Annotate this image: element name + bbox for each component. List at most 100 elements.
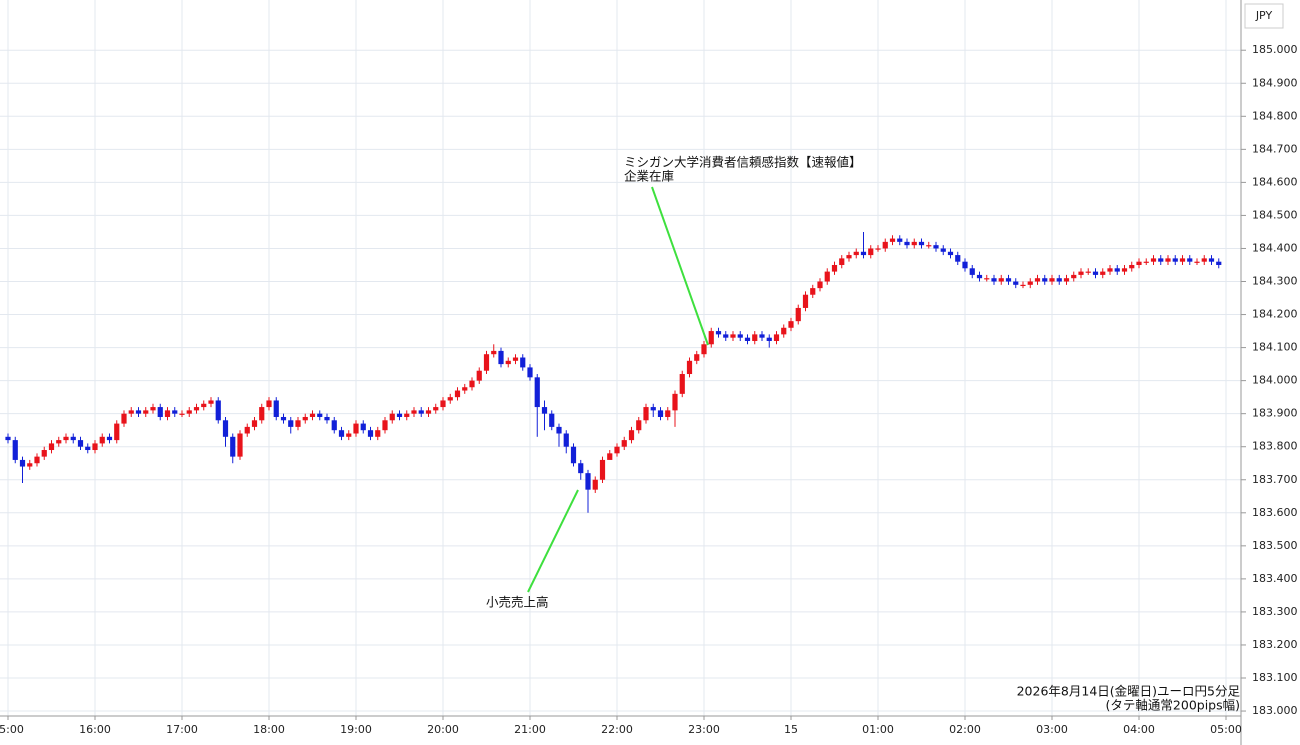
candle-body bbox=[34, 456, 40, 464]
candle-body bbox=[730, 334, 736, 338]
y-tick-label: 183.300 bbox=[1252, 605, 1298, 618]
candle-body bbox=[1100, 271, 1106, 275]
candle-body bbox=[984, 278, 990, 280]
y-tick-label: 183.400 bbox=[1252, 572, 1298, 585]
y-tick-label: 183.600 bbox=[1252, 506, 1298, 519]
candle-body bbox=[1165, 258, 1171, 262]
candle-body bbox=[208, 400, 214, 404]
candle-body bbox=[375, 430, 381, 437]
candle-body bbox=[85, 446, 91, 451]
candle-body bbox=[715, 331, 722, 335]
candle-body bbox=[266, 400, 272, 408]
candle-body bbox=[512, 357, 519, 361]
x-tick-label: 21:00 bbox=[514, 723, 546, 736]
candle-body bbox=[179, 413, 185, 415]
candle-body bbox=[280, 416, 287, 421]
candle-body bbox=[48, 443, 55, 451]
candle-body bbox=[585, 473, 591, 490]
candle-body bbox=[708, 331, 714, 345]
candle-body bbox=[795, 307, 801, 322]
candle-body bbox=[665, 410, 671, 417]
candle-body bbox=[607, 453, 613, 460]
candle-body bbox=[955, 255, 961, 262]
candle-body bbox=[534, 377, 540, 408]
candle-body bbox=[1179, 258, 1186, 262]
candle-body bbox=[911, 241, 917, 246]
candle-body bbox=[1063, 278, 1070, 282]
footnote: 2026年8月14日(金曜日)ユーロ円5分足 bbox=[1017, 684, 1241, 699]
candle-body bbox=[1121, 268, 1128, 272]
candle-body bbox=[868, 248, 874, 256]
candle-body bbox=[563, 433, 569, 447]
candle-body bbox=[288, 420, 294, 427]
candle-body bbox=[12, 440, 18, 460]
candle-body bbox=[19, 459, 26, 467]
candle-body bbox=[273, 400, 279, 417]
candle-body bbox=[694, 354, 700, 361]
y-tick-label: 184.300 bbox=[1252, 275, 1298, 288]
y-tick-label: 183.000 bbox=[1252, 704, 1298, 717]
annotation: 企業在庫 bbox=[624, 169, 674, 184]
candle-body bbox=[1092, 271, 1099, 275]
candle-body bbox=[976, 274, 983, 279]
x-tick-label: 01:00 bbox=[862, 723, 894, 736]
x-tick-label: 16:00 bbox=[79, 723, 111, 736]
candle-body bbox=[947, 251, 954, 256]
candle-body bbox=[737, 334, 743, 338]
candle-body bbox=[56, 440, 62, 444]
y-axis-panel bbox=[1241, 0, 1300, 745]
x-tick-label: 19:00 bbox=[340, 723, 372, 736]
candle-body bbox=[592, 479, 598, 490]
y-tick-label: 183.500 bbox=[1252, 539, 1298, 552]
candle-body bbox=[752, 334, 758, 341]
candle-body bbox=[135, 410, 142, 414]
candle-body bbox=[1136, 261, 1142, 265]
candle-body bbox=[1187, 258, 1193, 262]
candle-body bbox=[259, 407, 265, 421]
candle-body bbox=[346, 433, 352, 437]
candle-body bbox=[92, 443, 98, 451]
candle-body bbox=[933, 245, 939, 249]
y-tick-label: 184.000 bbox=[1252, 374, 1298, 387]
candle-body bbox=[701, 344, 707, 355]
x-tick-label: 20:00 bbox=[427, 723, 459, 736]
candle-body bbox=[824, 271, 830, 282]
candle-body bbox=[469, 380, 475, 388]
candle-body bbox=[831, 264, 838, 272]
x-tick-label: 17:00 bbox=[166, 723, 198, 736]
candle-body bbox=[875, 248, 881, 250]
candles bbox=[5, 231, 1222, 513]
candle-body bbox=[549, 413, 555, 427]
annotation: 小売売上高 bbox=[486, 595, 549, 610]
candle-body bbox=[570, 446, 577, 464]
candle-body bbox=[810, 288, 816, 295]
candle-body bbox=[1158, 258, 1164, 262]
y-tick-label: 184.200 bbox=[1252, 308, 1298, 321]
y-tick-label: 184.700 bbox=[1252, 142, 1298, 155]
candle-body bbox=[1013, 281, 1019, 285]
candle-body bbox=[889, 238, 896, 242]
candle-body bbox=[1114, 268, 1120, 272]
y-tick-label: 184.400 bbox=[1252, 241, 1298, 254]
candle-body bbox=[454, 390, 461, 398]
y-tick-label: 184.800 bbox=[1252, 109, 1298, 122]
candle-body bbox=[1027, 281, 1033, 285]
candle-body bbox=[302, 416, 308, 421]
candle-body bbox=[599, 459, 606, 480]
candle-body bbox=[962, 261, 968, 269]
candle-body bbox=[324, 416, 330, 421]
candle-body bbox=[338, 430, 345, 437]
candle-body bbox=[1143, 261, 1149, 263]
axes: 183.000 183.100 183.200 183.300 183.400 183.5… bbox=[0, 43, 1298, 736]
x-tick-label: 04:00 bbox=[1123, 723, 1155, 736]
candle-body bbox=[150, 407, 156, 411]
candle-body bbox=[309, 413, 316, 417]
x-tick-label: 05:00 bbox=[1210, 723, 1242, 736]
candle-body bbox=[172, 410, 178, 414]
candle-body bbox=[186, 410, 192, 414]
candle-body bbox=[1150, 258, 1157, 262]
candle-body bbox=[367, 430, 374, 437]
